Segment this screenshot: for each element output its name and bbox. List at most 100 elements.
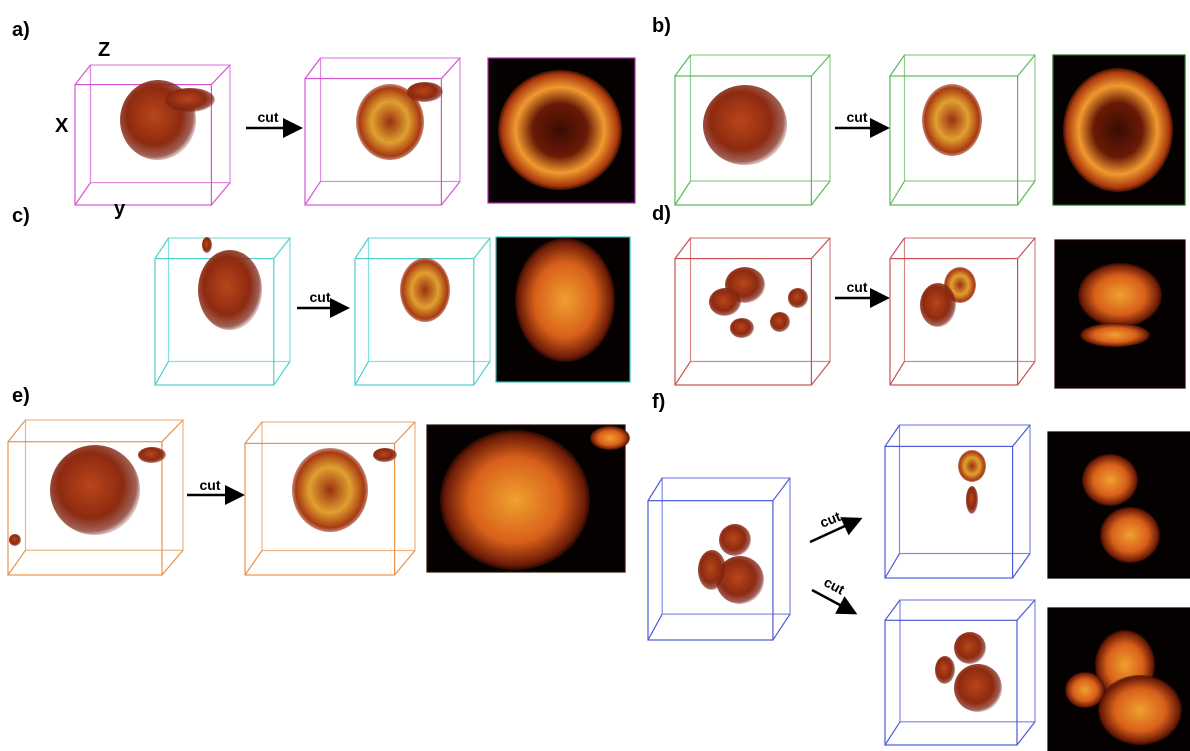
slice-signal (1080, 323, 1150, 347)
cube-edge (162, 550, 183, 575)
cube-edge (885, 722, 900, 745)
volume-blob (770, 312, 790, 332)
volume-blob (407, 82, 443, 102)
slice-signal (590, 426, 630, 450)
cube-edge (811, 238, 830, 259)
volume-blob (935, 656, 955, 684)
cut-label: cut (200, 477, 221, 493)
slice-signal (1065, 672, 1105, 708)
cube-edge (245, 422, 262, 443)
volume-blob (703, 85, 787, 165)
cube-front (885, 446, 1013, 578)
volume-blob (954, 664, 1002, 712)
cube-edge (773, 614, 790, 640)
volume-blob (920, 283, 956, 327)
cube-edge (305, 181, 321, 205)
cube-edge (274, 238, 290, 259)
volume-blob (958, 450, 986, 482)
figure: a)ZXycutb)cutc)cutd)cute)cutf)cutcut (0, 0, 1190, 751)
cube-edge (811, 181, 830, 205)
panel-label: b) (652, 15, 671, 37)
cube-edge (8, 420, 26, 442)
cube-edge (885, 554, 900, 578)
axis-label: X (55, 115, 69, 137)
cube-edge (474, 361, 490, 385)
cube-edge (890, 361, 905, 385)
cube-edge (885, 425, 900, 446)
cube-edge (75, 183, 91, 205)
cube-edge (1013, 425, 1030, 446)
volume-blob (922, 84, 982, 156)
cube-edge (355, 361, 369, 385)
cube-edge (162, 420, 183, 442)
volume-blob (698, 550, 726, 590)
volume-blob (50, 445, 140, 535)
cut-label: cut (258, 109, 279, 125)
cube-edge (885, 600, 900, 620)
volume-blob (719, 524, 751, 556)
panel-label: a) (12, 19, 30, 41)
cube-edge (8, 550, 26, 575)
slice-signal (498, 70, 622, 190)
volume-blob (788, 288, 808, 308)
cube-edge (395, 551, 415, 575)
volume-blob (138, 447, 166, 463)
cube-edge (1018, 181, 1035, 205)
cube-edge (1018, 361, 1035, 385)
cube-edge (811, 361, 830, 385)
cube-edge (395, 422, 415, 443)
cut-label: cut (847, 109, 868, 125)
cut-label: cut (821, 574, 847, 598)
volume-blob (730, 318, 754, 338)
cube-edge (1018, 55, 1035, 76)
cube-edge (1017, 722, 1035, 745)
axis-label: y (114, 198, 126, 220)
cube-edge (648, 614, 662, 640)
cube-edge (441, 181, 460, 205)
volume-blob (709, 288, 741, 316)
cube-edge (1013, 554, 1030, 578)
cube-back (900, 425, 1031, 554)
cube-edge (890, 238, 905, 259)
cube-edge (648, 478, 662, 501)
cube-edge (675, 238, 691, 259)
slice-signal (1063, 68, 1173, 192)
cube-edge (474, 238, 490, 259)
volume-blob (202, 237, 212, 253)
slice-signal (440, 430, 590, 570)
cut-label: cut (310, 289, 331, 305)
cube-edge (675, 181, 691, 205)
axis-label: Z (98, 39, 110, 61)
cube-edge (675, 55, 691, 76)
panel-label: e) (12, 385, 30, 407)
cube-edge (75, 65, 91, 85)
cube-edge (211, 65, 230, 85)
panel-label: d) (652, 203, 671, 225)
cube-edge (355, 238, 369, 259)
cube-edge (155, 361, 169, 385)
volume-blob (954, 632, 986, 664)
volume-blob (400, 258, 450, 322)
cube-edge (1018, 238, 1035, 259)
cube-edge (1017, 600, 1035, 620)
slice-signal (1082, 454, 1138, 506)
cube-edge (675, 361, 691, 385)
slice-signal (515, 238, 615, 362)
volume-blob (292, 448, 368, 532)
volume-blob (198, 250, 262, 330)
slice-signal (1100, 507, 1160, 563)
cube-edge (811, 55, 830, 76)
cut-label: cut (847, 279, 868, 295)
cube-edge (890, 181, 905, 205)
cube-edge (155, 238, 169, 259)
slice-signal (1098, 675, 1182, 745)
volume-blob (9, 534, 21, 546)
cube-edge (441, 58, 460, 79)
volume-blob (165, 88, 215, 112)
cube-edge (274, 361, 290, 385)
cube-edge (245, 551, 262, 575)
panel-label: c) (12, 205, 30, 227)
panel-label: f) (652, 391, 665, 413)
cube-edge (211, 183, 230, 205)
volume-blob (373, 448, 397, 462)
